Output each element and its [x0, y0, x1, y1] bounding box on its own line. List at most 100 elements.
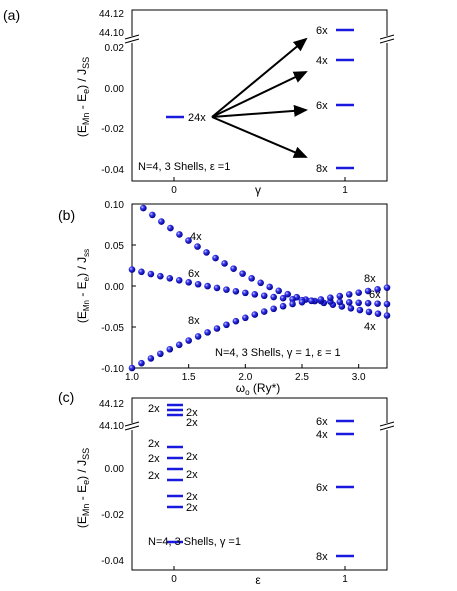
data-point [298, 298, 306, 306]
data-point [138, 359, 145, 367]
data-point [327, 294, 334, 302]
level-label: 2x [186, 491, 198, 503]
data-point [336, 298, 344, 306]
data-point [289, 300, 296, 308]
data-point [185, 237, 192, 244]
data-point [383, 300, 391, 308]
series-label: 8x [188, 315, 200, 327]
y-tick-label: 0.10 [105, 200, 125, 211]
x-tick-label: 2.5 [295, 372, 309, 383]
y-tick-label: 44.12 [99, 9, 124, 20]
x-tick-label: 3.0 [352, 372, 366, 383]
data-point [242, 289, 249, 297]
data-point [308, 297, 315, 305]
data-point [374, 310, 382, 318]
axis-break-mark [379, 34, 395, 40]
level-label: 24x [188, 112, 206, 124]
x-axis-label: ε [255, 573, 261, 587]
data-point [364, 299, 372, 307]
panel-c: (c) 44.12 44.10 0.00 -0.02 -0.04 0 1 ε (… [58, 389, 395, 587]
x-tick-label: 1 [342, 574, 348, 585]
data-point [242, 314, 249, 322]
data-point [317, 296, 325, 303]
data-point [194, 280, 202, 288]
data-point [213, 284, 221, 292]
level-label: 6x [316, 25, 328, 37]
data-point [270, 293, 277, 301]
y-tick-label: 0.02 [105, 43, 125, 54]
data-point [128, 266, 136, 273]
data-point [289, 295, 296, 303]
data-point [223, 321, 230, 329]
data-point [251, 311, 259, 318]
data-point [230, 265, 237, 272]
data-point [157, 272, 164, 280]
transition-arrow [211, 116, 308, 158]
y-axis-label: (EMn - Ee) / JSS [75, 448, 91, 528]
x-axis-label: γ [255, 183, 261, 197]
axis-break-mark [379, 421, 395, 427]
level-label: 2x [186, 417, 198, 429]
series-label: 4x [190, 231, 202, 243]
transition-arrow [211, 104, 308, 118]
y-axis: 0.10 0.05 0.00 -0.05 -0.10 [101, 200, 136, 375]
data-point [251, 291, 259, 298]
data-point [221, 260, 228, 267]
panel-a-frame [131, 9, 388, 182]
data-point [345, 299, 353, 306]
series-label: 6x [369, 289, 381, 301]
data-point [355, 289, 362, 296]
y-tick-label: 44.10 [99, 421, 124, 432]
data-point [185, 337, 192, 344]
level-label: 4x [316, 55, 328, 67]
level-label: 8x [316, 163, 328, 175]
panel-a-label: (a) [3, 7, 20, 23]
data-point [203, 249, 210, 256]
level-label: 2x [186, 407, 198, 419]
transition-arrow [211, 71, 308, 118]
data-point [284, 290, 292, 298]
level-label: 2x [186, 502, 198, 514]
data-point [248, 275, 255, 282]
data-point [374, 286, 381, 293]
data-point [383, 312, 391, 319]
data-point [270, 305, 277, 313]
y-tick-label: 0.00 [105, 464, 125, 475]
data-point [239, 270, 246, 277]
x-tick-label: 0 [171, 574, 177, 585]
level-label: 2x [148, 403, 160, 415]
axis-break-mark [124, 34, 140, 40]
y-tick-label: -0.10 [101, 364, 124, 375]
data-point [147, 270, 155, 278]
data-point [204, 329, 211, 336]
data-point [166, 345, 174, 353]
series-points [128, 204, 391, 372]
data-point [158, 218, 165, 225]
data-point [213, 325, 221, 332]
data-point [194, 243, 201, 250]
data-point [347, 304, 355, 312]
x-axis-label: ωo (Ry*) [236, 381, 281, 397]
data-point [232, 287, 240, 295]
data-point [128, 364, 136, 372]
data-point [147, 355, 155, 362]
data-point [336, 292, 344, 300]
panel-b-label: (b) [58, 207, 75, 223]
level-label: 6x [316, 416, 328, 428]
level-label: 2x [148, 470, 160, 482]
panel-c-frame [131, 397, 388, 571]
data-point [260, 308, 268, 315]
x-tick-label: 0 [171, 185, 177, 196]
data-point [257, 279, 264, 287]
data-point [138, 268, 145, 276]
level-label: 4x [316, 429, 328, 441]
panel-c-label: (c) [58, 389, 74, 405]
level-label: 8x [316, 551, 328, 563]
series-label: 8x [364, 273, 376, 285]
annotation: N=4, 3 Shells, ε =1 [138, 161, 230, 173]
y-tick-label: 0.00 [105, 84, 125, 95]
data-point [364, 287, 372, 295]
data-point [176, 231, 183, 238]
data-point [140, 204, 147, 212]
